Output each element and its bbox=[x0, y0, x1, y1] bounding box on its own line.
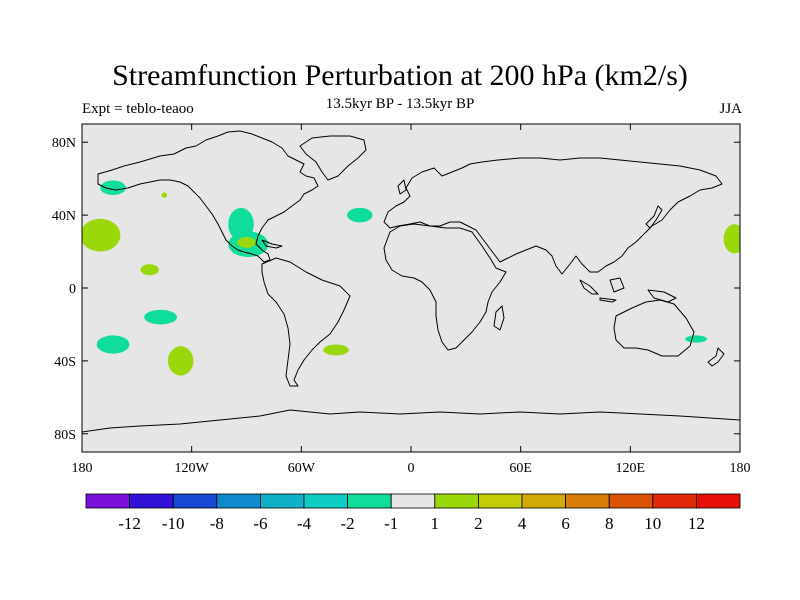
coastline-java bbox=[599, 297, 617, 303]
lat-tick-label: 0 bbox=[69, 282, 76, 297]
lat-tick-label: 80N bbox=[52, 136, 76, 151]
anomaly-patch bbox=[167, 346, 194, 376]
plot-title: Streamfunction Perturbation at 200 hPa (… bbox=[112, 59, 688, 92]
coastline-borneo bbox=[609, 277, 625, 293]
colorbar-swatch bbox=[129, 493, 174, 509]
colorbar-swatch bbox=[216, 493, 261, 509]
anomaly-patch bbox=[161, 192, 167, 198]
anomaly-patch bbox=[685, 335, 708, 343]
coastline-new-zealand bbox=[707, 347, 725, 367]
lon-tick-label: 60E bbox=[509, 461, 532, 476]
coastline-british-isles bbox=[397, 179, 407, 195]
lon-tick-label: 60W bbox=[288, 461, 316, 476]
colorbar: -12 -10 -8 -6 -4 -2 -1 1 2 4 6 8 10 12 bbox=[85, 493, 741, 533]
colorbar-label: 8 bbox=[605, 514, 614, 533]
colorbar-swatch bbox=[565, 493, 610, 509]
colorbar-swatch bbox=[390, 493, 436, 509]
colorbar-swatch bbox=[521, 493, 566, 509]
coastline-new-guinea bbox=[647, 289, 677, 303]
season-label: JJA bbox=[719, 101, 742, 117]
lat-tick-label: 80S bbox=[54, 428, 76, 443]
colorbar-label: 2 bbox=[474, 514, 483, 533]
anomaly-patch bbox=[140, 264, 159, 276]
colorbar-label: -10 bbox=[162, 514, 185, 533]
colorbar-label: -6 bbox=[253, 514, 267, 533]
anomaly-patch bbox=[323, 344, 349, 356]
colorbar-swatch bbox=[652, 493, 697, 509]
lon-tick-label: 120W bbox=[175, 461, 210, 476]
coastline-greenland bbox=[299, 135, 367, 181]
coastline-layer bbox=[82, 130, 740, 433]
axis-layer: 180 120W 60W 0 60E 120E 180 80N 40N 0 40S 80S bbox=[52, 124, 751, 476]
colorbar-swatch bbox=[172, 493, 218, 509]
anomaly-patch bbox=[96, 335, 130, 354]
coastline-cuba bbox=[261, 239, 283, 249]
coastline-north-america bbox=[97, 130, 319, 263]
lat-tick-label: 40N bbox=[52, 209, 76, 224]
experiment-label: Expt = teblo-teaoo bbox=[82, 101, 194, 117]
colorbar-swatch bbox=[696, 493, 741, 509]
coastline-sumatra bbox=[579, 279, 599, 295]
colorbar-swatch bbox=[608, 493, 654, 509]
colorbar-label: 12 bbox=[688, 514, 705, 533]
lon-tick-label: 180 bbox=[72, 461, 93, 476]
coastline-japan bbox=[645, 205, 663, 229]
lon-tick-label: 180 bbox=[730, 461, 751, 476]
coastline-madagascar bbox=[493, 305, 505, 331]
colorbar-swatch bbox=[477, 493, 523, 509]
coastline-africa bbox=[383, 223, 507, 351]
colorbar-swatch bbox=[303, 493, 348, 509]
anomaly-layer bbox=[82, 180, 740, 376]
period-label: 13.5kyr BP - 13.5kyr BP bbox=[325, 96, 475, 112]
anomaly-patch bbox=[237, 236, 256, 248]
coastline-antarctica bbox=[82, 409, 740, 433]
coastline-australia bbox=[613, 299, 695, 357]
colorbar-label: 4 bbox=[518, 514, 527, 533]
colorbar-label: -1 bbox=[384, 514, 398, 533]
colorbar-swatch bbox=[347, 493, 392, 509]
coastline-eurasia bbox=[383, 157, 723, 275]
map-background bbox=[82, 124, 740, 452]
anomaly-patch bbox=[144, 309, 178, 325]
lat-tick-label: 40S bbox=[54, 355, 76, 370]
colorbar-swatch bbox=[434, 493, 479, 509]
anomaly-patch bbox=[82, 218, 121, 252]
coastline-south-america bbox=[261, 257, 351, 387]
colorbar-label: 6 bbox=[561, 514, 570, 533]
lon-tick-label: 120E bbox=[616, 461, 646, 476]
colorbar-label: -8 bbox=[210, 514, 224, 533]
colorbar-label: -4 bbox=[297, 514, 312, 533]
colorbar-label: 10 bbox=[644, 514, 661, 533]
colorbar-label: -2 bbox=[341, 514, 355, 533]
colorbar-swatch bbox=[85, 493, 130, 509]
colorbar-label: 1 bbox=[431, 514, 440, 533]
lon-tick-label: 0 bbox=[408, 461, 415, 476]
colorbar-label: -12 bbox=[118, 514, 141, 533]
anomaly-patch bbox=[100, 180, 126, 196]
anomaly-patch bbox=[347, 207, 373, 223]
anomaly-patch bbox=[723, 224, 740, 254]
colorbar-swatch bbox=[259, 493, 305, 509]
